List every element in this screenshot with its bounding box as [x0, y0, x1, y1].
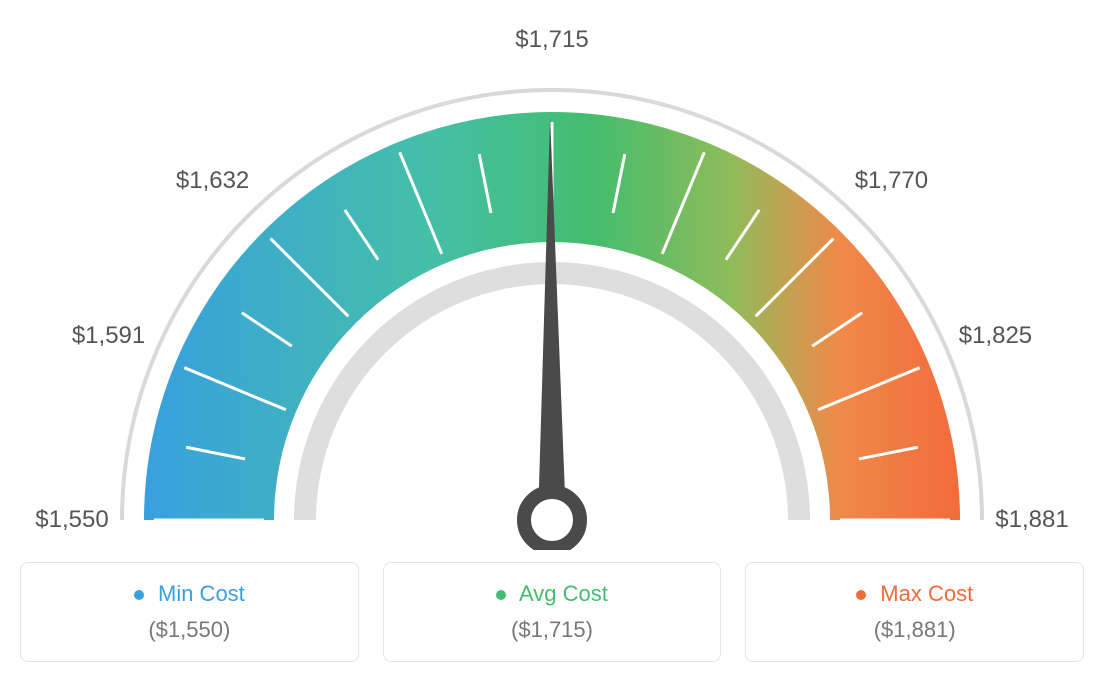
cost-gauge: $1,550 $1,591 $1,632 $1,715 $1,770 $1,825 $1,8… [20, 20, 1084, 550]
min-cost-label: Min Cost [158, 581, 245, 606]
avg-cost-label: Avg Cost [519, 581, 608, 606]
legend-card-avg: Avg Cost ($1,715) [383, 562, 722, 662]
dot-avg [496, 590, 506, 600]
gauge-tick-label: $1,825 [959, 322, 1032, 350]
legend-title-max: Max Cost [756, 581, 1073, 607]
gauge-tick-label: $1,632 [176, 167, 249, 195]
dot-max [856, 590, 866, 600]
max-cost-label: Max Cost [880, 581, 973, 606]
gauge-tick-label: $1,770 [855, 167, 928, 195]
legend-title-min: Min Cost [31, 581, 348, 607]
dot-min [134, 590, 144, 600]
gauge-tick-label: $1,881 [995, 506, 1068, 534]
gauge-tick-label: $1,715 [515, 26, 588, 54]
gauge-tick-label: $1,591 [72, 322, 145, 350]
avg-cost-value: ($1,715) [394, 617, 711, 643]
legend-row: Min Cost ($1,550) Avg Cost ($1,715) Max … [20, 562, 1084, 662]
legend-card-max: Max Cost ($1,881) [745, 562, 1084, 662]
max-cost-value: ($1,881) [756, 617, 1073, 643]
legend-title-avg: Avg Cost [394, 581, 711, 607]
legend-card-min: Min Cost ($1,550) [20, 562, 359, 662]
min-cost-value: ($1,550) [31, 617, 348, 643]
gauge-tick-label: $1,550 [35, 506, 108, 534]
